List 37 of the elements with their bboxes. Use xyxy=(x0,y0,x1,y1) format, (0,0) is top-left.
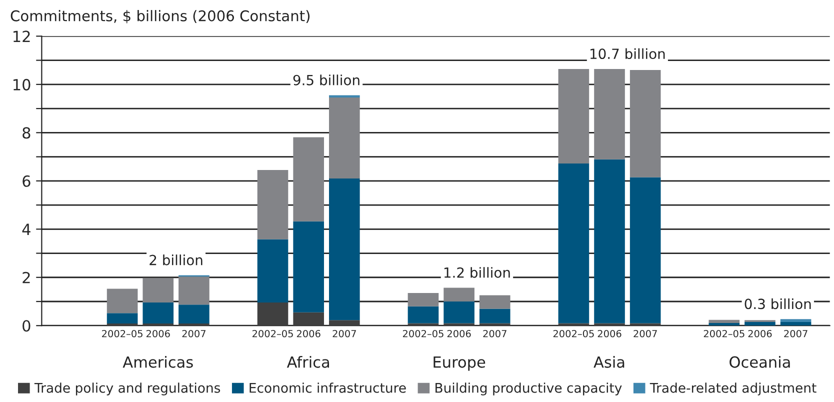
legend-label: Economic infrastructure xyxy=(250,382,406,393)
legend-label: Trade policy and regulations xyxy=(34,382,220,396)
y-axis-title: Commitments, $ billions (2006 Constant) xyxy=(10,10,310,24)
x-tick-label: 2007 xyxy=(483,330,506,338)
y-tick-label: 10 xyxy=(14,78,30,90)
x-tick-label: 2006 xyxy=(296,330,320,338)
x-tick-label: 2006 xyxy=(748,330,772,338)
x-tick-label: 2002–05 xyxy=(402,330,444,338)
x-tick-label: 2006 xyxy=(146,330,170,338)
x-tick-label: 2006 xyxy=(598,330,622,338)
legend-label: Trade-related adjustment xyxy=(650,382,816,396)
text: Americas xyxy=(122,356,193,368)
legend-label: Building productive capacity xyxy=(436,382,622,396)
x-tick-label: 2007 xyxy=(784,330,808,338)
text: Europe xyxy=(434,356,486,371)
x-tick-label: 2006 xyxy=(447,330,471,338)
x-tick-label: 2007 xyxy=(182,330,206,338)
x-tick-label: 2002–05 xyxy=(102,330,142,338)
x-tick-label: 2007 xyxy=(332,330,356,338)
y-tick-label: 4 xyxy=(22,224,30,235)
y-tick-label: 12 xyxy=(14,30,30,42)
annotation: 1.2 billion xyxy=(444,267,510,278)
y-tick-label: 6 xyxy=(22,175,30,187)
y-tick-label: 8 xyxy=(22,127,30,139)
text: Africa xyxy=(286,356,329,368)
annotation: 9.5 billion xyxy=(293,74,360,86)
y-tick-label: 2 xyxy=(22,272,30,284)
x-tick-label: 2002–05 xyxy=(252,330,293,338)
annotation: 10.7 billion xyxy=(590,48,665,60)
x-tick-label: 2002–05 xyxy=(553,330,594,338)
x-tick-label: 2002–05 xyxy=(704,330,744,338)
x-tick-label: 2007 xyxy=(634,330,657,338)
text: Oceania xyxy=(730,356,790,368)
y-tick-label: 0 xyxy=(22,320,30,332)
annotation: 0.3 billion xyxy=(744,298,811,310)
annotation: 2 billion xyxy=(150,254,202,266)
text: Asia xyxy=(594,356,624,368)
